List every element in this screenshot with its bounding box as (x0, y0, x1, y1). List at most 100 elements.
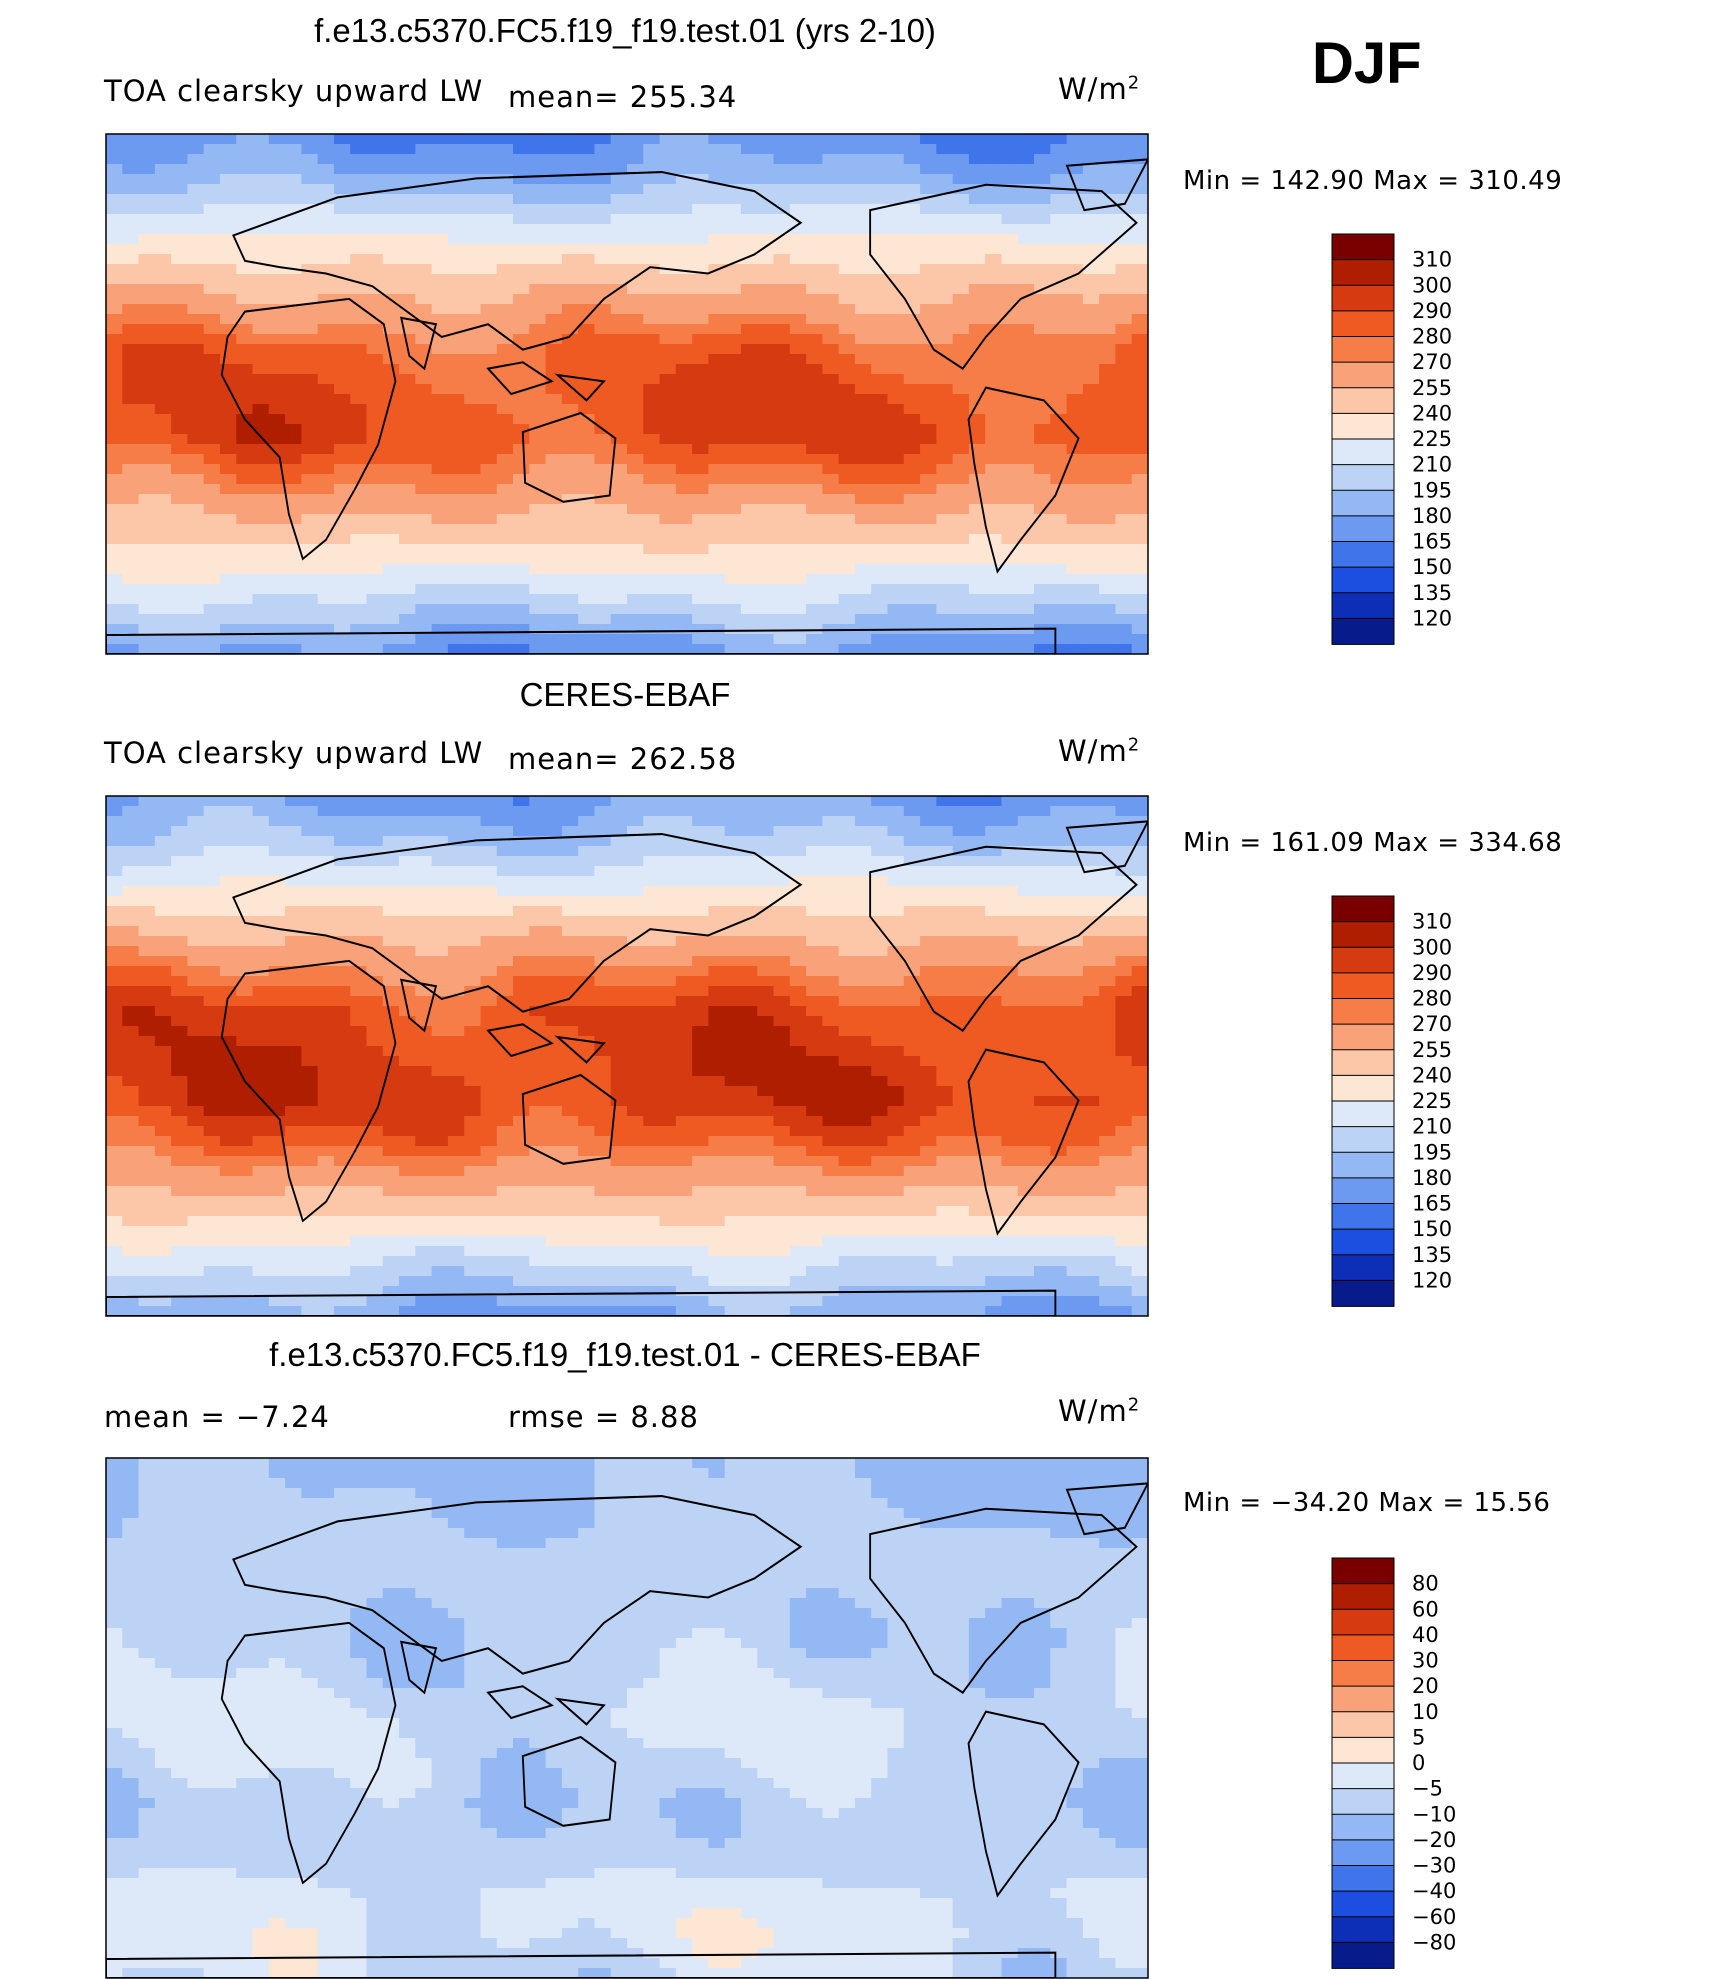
map-cell (757, 164, 775, 175)
map-cell (871, 966, 889, 977)
map-cell (268, 444, 286, 455)
map-cell (464, 484, 482, 495)
map-cell (920, 1036, 937, 1047)
map-cell (431, 876, 449, 887)
map-cell (610, 204, 628, 215)
map-cell (545, 394, 563, 405)
colorbar-swatch (1331, 361, 1395, 389)
map-cell (936, 856, 954, 867)
map-cell (447, 264, 465, 275)
map-cell (154, 414, 172, 425)
map-cell (806, 194, 823, 205)
map-cell (789, 564, 807, 575)
map-cell (1034, 194, 1051, 205)
map-cell (659, 274, 677, 285)
map-cell (740, 886, 758, 897)
map-cell (1066, 836, 1084, 847)
map-cell (106, 634, 123, 645)
map-cell (757, 494, 775, 505)
colorbar-swatch (1331, 489, 1395, 517)
map-cell (138, 194, 156, 205)
map-cell (203, 544, 221, 555)
map-cell (659, 1026, 677, 1037)
map-cell (187, 274, 205, 285)
colorbar-label: 150 (1412, 555, 1452, 579)
map-cell (1034, 594, 1051, 605)
map-cell (740, 464, 758, 475)
map-cell (496, 644, 514, 654)
map-cell (415, 214, 433, 225)
map-cell (203, 424, 221, 435)
map-cell (806, 846, 823, 857)
map-cell (513, 896, 530, 907)
map-cell (806, 494, 823, 505)
map-cell (887, 324, 905, 335)
map-cell (1001, 806, 1019, 817)
map-cell (724, 144, 742, 155)
map-cell (1115, 374, 1133, 385)
map-cell (545, 976, 563, 987)
map-cell (106, 244, 123, 255)
map-cell (610, 154, 628, 165)
map-cell (399, 294, 416, 305)
map-cell (724, 184, 742, 195)
map-cell (350, 214, 368, 225)
map-cell (724, 204, 742, 215)
map-cell (1017, 214, 1035, 225)
map-cell (871, 554, 889, 565)
map-cell (529, 976, 547, 987)
map-cell (643, 154, 661, 165)
map-cell (903, 816, 921, 827)
map-cell (529, 414, 547, 425)
map-cell (838, 1006, 856, 1017)
map-cell (675, 966, 693, 977)
map-cell (480, 174, 498, 185)
map-cell (399, 224, 416, 235)
map-cell (447, 344, 465, 355)
map-cell (513, 454, 530, 465)
map-cell (708, 184, 726, 195)
map-cell (594, 1006, 612, 1017)
map-cell (594, 574, 612, 585)
map-cell (740, 354, 758, 365)
map-cell (268, 284, 286, 295)
map-cell (545, 444, 563, 455)
map-cell (822, 244, 840, 255)
map-cell (920, 354, 937, 365)
map-cell (594, 584, 612, 595)
map-cell (236, 534, 254, 545)
map-cell (268, 634, 286, 645)
map-cell (317, 966, 335, 977)
map-cell (838, 986, 856, 997)
map-cell (936, 294, 954, 305)
map-cell (822, 514, 840, 525)
map-cell (1131, 634, 1148, 645)
map-cell (708, 254, 726, 265)
map-cell (285, 554, 302, 565)
map-cell (317, 604, 335, 615)
map-cell (1115, 514, 1133, 525)
map-cell (692, 1016, 710, 1027)
map-cell (1099, 324, 1117, 335)
map-cell (1017, 906, 1035, 917)
map-cell (154, 504, 172, 515)
map-cell (171, 244, 189, 255)
map-cell (138, 806, 156, 817)
map-cell (708, 946, 726, 957)
map-cell (1034, 444, 1051, 455)
map-cell (968, 314, 986, 325)
map-cell (447, 826, 465, 837)
map-cell (122, 254, 140, 265)
map-cell (464, 314, 482, 325)
map-cell (399, 554, 416, 565)
map-cell (692, 224, 710, 235)
map-cell (122, 164, 140, 175)
map-cell (236, 434, 254, 445)
map-cell (887, 524, 905, 535)
map-cell (464, 594, 482, 605)
map-cell (659, 534, 677, 545)
map-cell (920, 224, 937, 235)
map-cell (692, 514, 710, 525)
map-cell (578, 484, 596, 495)
map-cell (252, 916, 270, 927)
